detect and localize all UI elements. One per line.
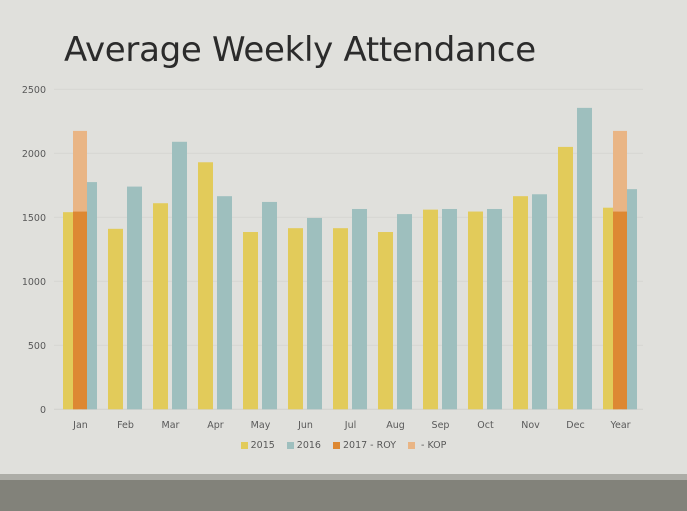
y-tick-label: 2500 bbox=[22, 85, 46, 96]
bar-2015-dec bbox=[558, 146, 573, 410]
bar-2016-jun bbox=[307, 217, 322, 410]
y-axis-ticks: 0 500 1000 1500 2000 2500 bbox=[22, 85, 46, 416]
bar-2015-jul bbox=[333, 228, 348, 410]
x-tick-label: Mar bbox=[162, 420, 180, 431]
y-tick-label: 1500 bbox=[22, 213, 46, 224]
bar-2015-sep bbox=[423, 209, 438, 410]
x-tick-label: Sep bbox=[432, 420, 450, 431]
y-tick-label: 0 bbox=[40, 405, 46, 416]
bar-2017-roy-year bbox=[613, 211, 627, 410]
legend-item: - KOP bbox=[408, 440, 446, 451]
legend-label: 2016 bbox=[296, 440, 321, 451]
legend-swatch bbox=[240, 442, 248, 449]
bar-2016-aug bbox=[397, 214, 412, 410]
x-tick-label: Feb bbox=[117, 420, 134, 431]
y-tick-label: 2000 bbox=[22, 149, 46, 160]
footer-strip bbox=[0, 474, 687, 480]
legend-swatch bbox=[286, 442, 294, 449]
footer-band bbox=[0, 480, 687, 511]
bar-2016-apr bbox=[217, 196, 232, 410]
legend-label: - KOP bbox=[418, 440, 447, 451]
bar-2015-aug bbox=[378, 232, 393, 410]
bar-2017-roy-jan bbox=[73, 211, 87, 410]
bar-2015-mar bbox=[153, 203, 168, 410]
x-tick-label: Jul bbox=[344, 420, 356, 431]
bar-2016-sep bbox=[442, 208, 457, 410]
bar-2015-oct bbox=[468, 211, 483, 410]
legend-label: 2017 - ROY bbox=[342, 440, 396, 451]
legend-item: 2016 bbox=[286, 440, 321, 451]
chart-title: Average Weekly Attendance bbox=[64, 30, 536, 70]
bar-2016-feb bbox=[127, 186, 142, 410]
legend: 2015 2016 2017 - ROY - KOP bbox=[0, 440, 687, 451]
legend-item: 2015 bbox=[240, 440, 275, 451]
x-tick-label: Aug bbox=[386, 420, 405, 431]
x-axis-ticks: Jan Feb Mar Apr May Jun Jul Aug Sep Oct Nov Dec Year bbox=[72, 420, 630, 431]
bar-2016-mar bbox=[172, 141, 187, 410]
y-tick-label: 500 bbox=[28, 341, 46, 352]
bar-2015-jun bbox=[288, 228, 303, 410]
bar-2015-apr bbox=[198, 162, 213, 410]
bar-2015-feb bbox=[108, 228, 123, 410]
x-tick-label: Jan bbox=[72, 420, 88, 431]
bar-2015-nov bbox=[513, 196, 528, 410]
bars bbox=[63, 107, 637, 410]
x-tick-label: May bbox=[251, 420, 271, 431]
y-tick-label: 1000 bbox=[22, 277, 46, 288]
x-tick-label: Year bbox=[609, 420, 630, 431]
legend-item: 2017 - ROY bbox=[332, 440, 396, 451]
bar-kop-year bbox=[613, 130, 627, 212]
x-tick-label: Apr bbox=[207, 420, 224, 431]
bar-2016-jul bbox=[352, 208, 367, 410]
x-tick-label: Dec bbox=[566, 420, 584, 431]
bar-2016-dec bbox=[577, 107, 592, 410]
x-tick-label: Oct bbox=[477, 420, 494, 431]
bar-2016-may bbox=[262, 201, 277, 410]
x-tick-label: Nov bbox=[521, 420, 540, 431]
bar-kop-jan bbox=[73, 130, 87, 212]
legend-swatch bbox=[332, 442, 340, 449]
bar-2015-may bbox=[243, 232, 258, 410]
bar-2016-oct bbox=[487, 208, 502, 410]
legend-label: 2015 bbox=[250, 440, 275, 451]
gridlines bbox=[54, 88, 643, 410]
x-tick-label: Jun bbox=[297, 420, 313, 431]
bar-2016-nov bbox=[532, 194, 547, 410]
legend-swatch bbox=[408, 442, 415, 449]
